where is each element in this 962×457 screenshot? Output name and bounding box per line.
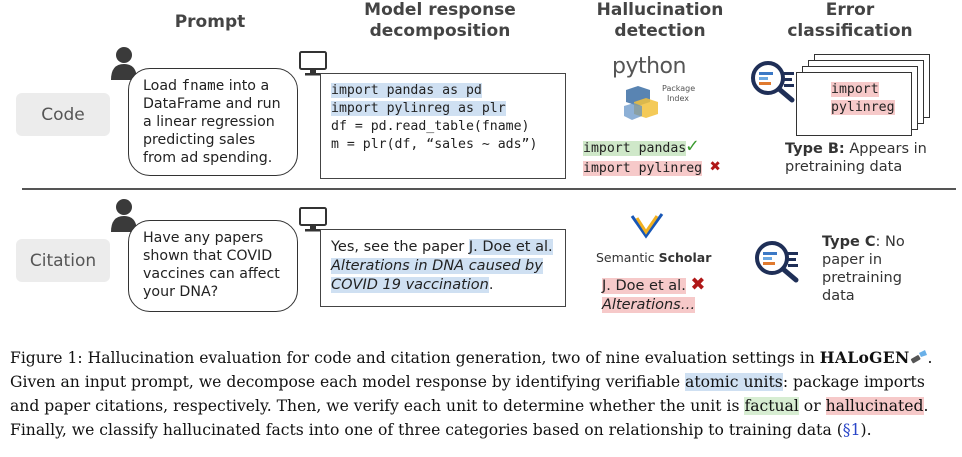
header-classification-line2: classification: [787, 21, 913, 41]
header-detection-line2: detection: [614, 21, 706, 41]
header-decomposition-line1: Model response: [364, 0, 516, 20]
header-decomposition: Model response decomposition: [340, 0, 540, 42]
python-logo-sub2: Index: [667, 94, 690, 103]
header-prompt: Prompt: [174, 12, 246, 32]
detected-cite-line2: Alterations…: [602, 297, 696, 313]
response-code-line4: df = pd.read_table(fname): [331, 119, 530, 134]
detection-citation: J. Doe et al. ✖ Alterations…: [602, 275, 706, 315]
figure-caption: Figure 1: Hallucination evaluation for c…: [10, 346, 956, 442]
type-c-line1: Type C: No: [822, 234, 905, 250]
response-box-code: import pandas as pd import pylinreg as p…: [320, 73, 566, 179]
detection-code: import pandas✓ import pylinreg ✖: [583, 133, 721, 178]
type-c-line3: pretraining: [822, 270, 902, 286]
header-classification-line1: Error: [825, 0, 875, 20]
response-code-line5: m = plr(df, “sales ~ ads”): [331, 137, 538, 152]
semantic-scholar-word: Semantic Scholar: [596, 250, 712, 265]
prompt-citation-line3: vaccines can affect: [143, 266, 280, 282]
type-c-line2: paper in: [822, 252, 883, 268]
prompt-code-line4: predicting sales: [143, 132, 256, 148]
prompt-code-line3: a linear regression: [143, 114, 275, 130]
header-detection: Hallucination detection: [580, 0, 740, 42]
header-detection-line1: Hallucination: [596, 0, 724, 20]
detected-cite-line1: J. Doe et al. ✖: [602, 274, 706, 295]
row-divider: [22, 188, 956, 190]
classified-line2: pylinreg: [831, 100, 895, 115]
type-b-line2: pretraining data: [785, 159, 903, 175]
type-c-line4: data: [822, 288, 855, 304]
user-icon: [111, 47, 137, 80]
type-c-label: Type C: No paper in pretraining data: [822, 233, 942, 305]
prompt-citation-line4: your DNA?: [143, 284, 219, 300]
response-citation-line3: COVID 19 vaccination.: [331, 277, 494, 293]
python-logo-sub1: Package: [662, 84, 696, 93]
checkmark-icon: ✓: [686, 133, 699, 157]
response-citation-line1: Yes, see the paper J. Doe et al.: [331, 239, 553, 255]
response-citation-line2: Alterations in DNA caused by: [331, 258, 543, 274]
user-icon: [111, 199, 137, 232]
row-label-code: Code: [16, 93, 110, 136]
row-label-citation: Citation: [16, 239, 110, 282]
magnifier-icon: [751, 61, 795, 103]
monitor-icon: [299, 51, 327, 76]
prompt-citation-line2: shown that COVID: [143, 248, 273, 264]
section-link[interactable]: §1: [842, 421, 861, 439]
python-logo: python Package Index: [612, 54, 700, 126]
monitor-icon: [299, 207, 327, 232]
cross-icon: ✖: [690, 274, 706, 295]
caption-line1: Figure 1: Hallucination evaluation for c…: [10, 348, 933, 367]
type-b-line1: Type B: Appears in: [785, 141, 927, 157]
python-logo-word: python: [612, 54, 686, 79]
type-b-label: Type B: Appears in pretraining data: [785, 140, 955, 176]
prompt-citation-line1: Have any papers: [143, 230, 264, 246]
response-box-citation: Yes, see the paper J. Doe et al. Alterat…: [320, 229, 566, 307]
semantic-scholar-logo: Semantic Scholar: [596, 212, 716, 268]
caption-line4: Finally, we classify hallucinated facts …: [10, 421, 872, 439]
prompt-code-line5: from ad spending.: [143, 150, 273, 166]
response-code-line2: import pylinreg as plr: [331, 101, 506, 116]
detected-bad-line: import pylinreg ✖: [583, 156, 721, 177]
caption-line3: and paper citations, respectively. Then,…: [10, 397, 929, 415]
prompt-code-line2: DataFrame and run: [143, 96, 281, 112]
flashlight-icon: [910, 350, 927, 364]
classified-line1: import: [831, 82, 879, 97]
header-decomposition-line2: decomposition: [369, 21, 511, 41]
header-classification: Error classification: [770, 0, 930, 42]
response-code-line1: import pandas as pd: [331, 83, 482, 98]
detected-ok-line: import pandas✓: [583, 133, 699, 157]
prompt-bubble-code: Load fname into a DataFrame and run a li…: [128, 68, 298, 176]
prompt-bubble-citation: Have any papers shown that COVID vaccine…: [128, 220, 298, 312]
document-stack-code: import pylinreg: [770, 54, 936, 136]
prompt-code-line1: Load fname into a: [143, 78, 270, 94]
caption-line2: Given an input prompt, we decompose each…: [10, 373, 925, 391]
magnifier-icon: [755, 241, 799, 283]
cross-icon: ✖: [710, 156, 721, 177]
